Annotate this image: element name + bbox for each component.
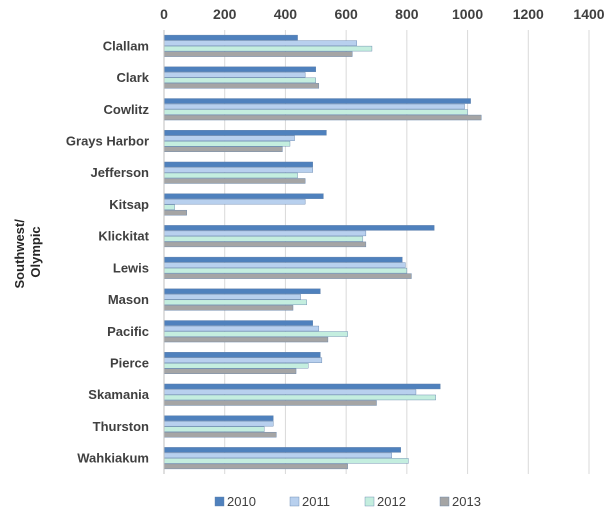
x-tick-label: 0: [160, 6, 168, 22]
category-labels: Clallam Clark Cowlitz Grays Harbor Jefferson…: [66, 38, 150, 465]
category-label: Pacific: [107, 324, 149, 339]
bar-2010: [163, 66, 316, 73]
category-label: Mason: [108, 292, 149, 307]
bar-2013: [163, 368, 297, 374]
bar-2010: [163, 447, 401, 453]
bar-2011: [163, 40, 357, 46]
x-tick-label: 1000: [452, 6, 483, 22]
bar-2013: [163, 241, 367, 248]
bar-2012: [163, 331, 348, 337]
x-tick-label: 1200: [513, 6, 544, 22]
category-label: Wahkiakum: [77, 451, 149, 466]
bar-2011: [163, 72, 306, 78]
bar-2013: [163, 209, 187, 216]
category-label: Kitsap: [109, 197, 149, 212]
bar-2011: [163, 135, 295, 141]
bar-2011: [163, 198, 306, 205]
bar-2013: [163, 431, 277, 438]
bar-2012: [163, 363, 309, 369]
bar-2010: [163, 193, 324, 199]
bar-2010: [163, 383, 441, 390]
x-tick-label: 800: [395, 6, 419, 22]
bar-2011: [163, 230, 367, 237]
bar-2010: [163, 352, 321, 358]
bar-2012: [163, 299, 307, 306]
x-tick-label: 200: [213, 6, 237, 22]
legend-label-2010: 2010: [227, 494, 256, 509]
bar-2012: [163, 394, 436, 401]
bar-2012: [163, 77, 316, 84]
category-label: Clallam: [103, 38, 149, 53]
bar-2011: [163, 294, 301, 300]
group-label-line-2: Olympic: [28, 226, 43, 277]
category-label: Klickitat: [98, 229, 149, 244]
bar-2013: [163, 83, 320, 89]
legend-label-2012: 2012: [377, 494, 406, 509]
bar-2011: [163, 420, 274, 427]
bar-2011: [163, 357, 323, 363]
bar-2013: [163, 463, 348, 470]
legend-swatch-2013: [439, 496, 450, 507]
bar-2013: [163, 273, 412, 279]
bar-2013: [163, 114, 482, 121]
bar-2013: [163, 336, 329, 343]
category-label: Pierce: [110, 356, 149, 371]
legend-label-2013: 2013: [452, 494, 481, 509]
x-axis-tick-labels: 0 200 400 600 800 1000 1200 1400: [160, 6, 605, 22]
bar-2011: [163, 103, 465, 110]
category-label: Skamania: [88, 387, 149, 402]
group-label-line-1: Southwest/: [12, 219, 27, 289]
bars: [163, 34, 482, 470]
bar-2011: [163, 389, 417, 395]
bar-2010: [163, 288, 321, 295]
bar-2013: [163, 146, 283, 152]
category-label: Lewis: [113, 260, 149, 275]
legend-swatch-2010: [214, 496, 225, 507]
bar-2010: [163, 161, 313, 168]
bar-2012: [163, 236, 364, 242]
bar-2012: [163, 141, 291, 147]
bar-2012: [163, 45, 373, 52]
bar-2011: [163, 452, 392, 459]
category-label: Grays Harbor: [66, 134, 149, 149]
bar-2010: [163, 225, 435, 231]
bar-2010: [163, 34, 298, 41]
bar-2011: [163, 167, 313, 173]
bar-2010: [163, 256, 403, 263]
category-label: Cowlitz: [104, 102, 150, 117]
bar-2013: [163, 305, 294, 311]
bar-2011: [163, 262, 406, 268]
bar-2012: [163, 172, 298, 179]
gridlines: [224, 30, 590, 474]
category-label: Jefferson: [90, 165, 149, 180]
bar-2013: [163, 178, 306, 184]
bar-2012: [163, 267, 408, 274]
bar-2010: [163, 415, 274, 421]
legend: 2010 2011 2012 2013: [214, 494, 481, 509]
bar-2010: [163, 98, 471, 104]
bar-2010: [163, 320, 313, 326]
x-tick-label: 400: [274, 6, 298, 22]
legend-label-2011: 2011: [302, 494, 330, 509]
group-label: Southwest/ Olympic: [12, 216, 43, 289]
bar-2012: [163, 109, 468, 115]
bar-2013: [163, 51, 353, 57]
legend-swatch-2011: [289, 496, 300, 507]
legend-swatch-2012: [364, 496, 375, 507]
category-label: Clark: [116, 70, 149, 85]
bar-2011: [163, 325, 320, 332]
bar-2010: [163, 130, 327, 136]
x-tick-label: 1400: [573, 6, 604, 22]
bar-2013: [163, 400, 377, 406]
x-tick-label: 600: [334, 6, 358, 22]
bar-2012: [163, 458, 409, 464]
category-label: Thurston: [93, 419, 149, 434]
bar-2012: [163, 426, 265, 432]
bar-2012: [163, 204, 175, 210]
